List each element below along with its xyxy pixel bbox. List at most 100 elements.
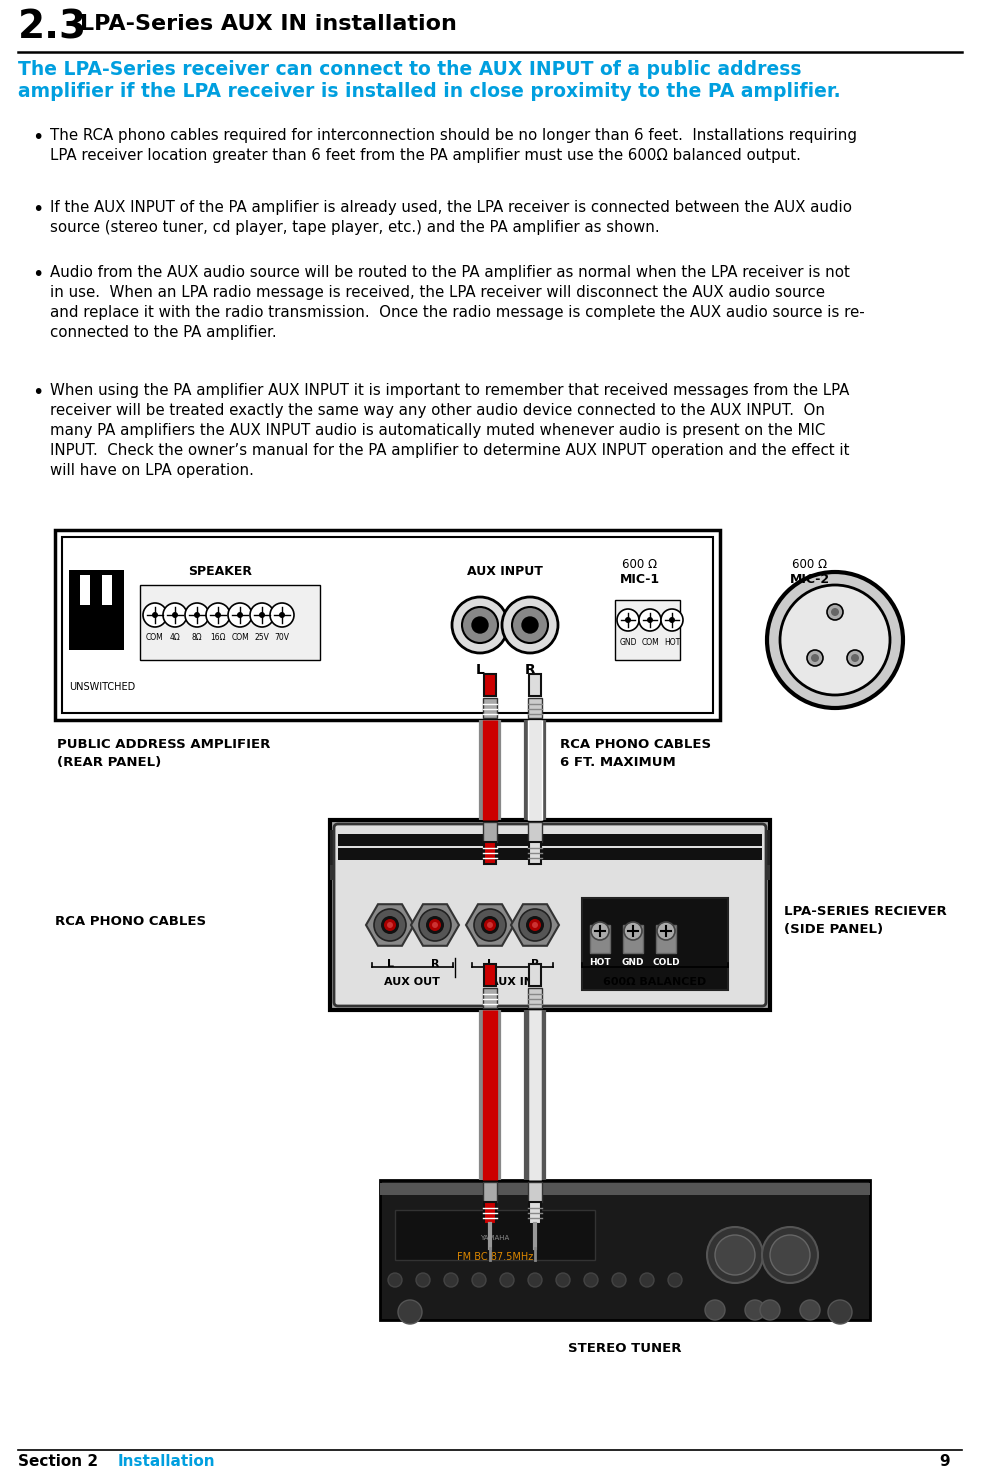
- Bar: [529, 674, 541, 696]
- Text: •: •: [32, 200, 43, 219]
- Circle shape: [374, 909, 406, 942]
- Circle shape: [828, 1300, 852, 1324]
- Text: Installation: Installation: [118, 1454, 215, 1469]
- Circle shape: [639, 610, 661, 632]
- Circle shape: [250, 602, 274, 627]
- Circle shape: [194, 613, 200, 618]
- Circle shape: [612, 1274, 626, 1287]
- Circle shape: [206, 602, 230, 627]
- Text: When using the PA amplifier AUX INPUT it is important to remember that received : When using the PA amplifier AUX INPUT it…: [50, 383, 849, 479]
- Text: (REAR PANEL): (REAR PANEL): [57, 757, 161, 768]
- Bar: [529, 842, 541, 864]
- Bar: [483, 1183, 497, 1202]
- Circle shape: [215, 613, 221, 618]
- Bar: [330, 865, 770, 880]
- Circle shape: [647, 617, 653, 623]
- Text: L: L: [476, 663, 485, 677]
- Circle shape: [657, 923, 675, 940]
- Circle shape: [381, 917, 399, 934]
- Bar: [528, 698, 542, 718]
- Polygon shape: [366, 905, 414, 946]
- Circle shape: [472, 1274, 486, 1287]
- Text: 600Ω BALANCED: 600Ω BALANCED: [604, 977, 707, 987]
- FancyBboxPatch shape: [330, 820, 770, 1011]
- Text: UNSWITCHED: UNSWITCHED: [69, 682, 136, 692]
- Circle shape: [416, 1274, 430, 1287]
- Circle shape: [851, 654, 859, 663]
- Circle shape: [259, 613, 265, 618]
- Text: RCA PHONO CABLES: RCA PHONO CABLES: [560, 737, 711, 751]
- Circle shape: [624, 923, 642, 940]
- Text: GND: GND: [619, 638, 637, 646]
- Circle shape: [519, 909, 551, 942]
- Text: amplifier if the LPA receiver is installed in close proximity to the PA amplifie: amplifier if the LPA receiver is install…: [18, 82, 840, 101]
- Circle shape: [847, 649, 863, 665]
- Circle shape: [444, 1274, 458, 1287]
- Bar: [529, 964, 541, 986]
- Text: FM BC 87.5MHz: FM BC 87.5MHz: [457, 1252, 533, 1262]
- Circle shape: [617, 610, 639, 632]
- Circle shape: [472, 617, 488, 633]
- FancyBboxPatch shape: [590, 925, 610, 953]
- Circle shape: [770, 1235, 810, 1275]
- Text: 8Ω: 8Ω: [192, 633, 202, 642]
- Text: Audio from the AUX audio source will be routed to the PA amplifier as normal whe: Audio from the AUX audio source will be …: [50, 264, 865, 341]
- Bar: [380, 1183, 870, 1194]
- Text: AUX OUT: AUX OUT: [384, 977, 440, 987]
- Circle shape: [640, 1274, 654, 1287]
- Bar: [528, 1183, 542, 1202]
- Text: L: L: [487, 959, 493, 970]
- Circle shape: [388, 1274, 402, 1287]
- Circle shape: [661, 610, 683, 632]
- Bar: [484, 964, 496, 986]
- Bar: [483, 823, 497, 842]
- Polygon shape: [411, 905, 459, 946]
- Circle shape: [762, 1227, 818, 1282]
- Text: 2.3: 2.3: [18, 7, 87, 46]
- Circle shape: [800, 1300, 820, 1321]
- Text: R: R: [431, 959, 439, 970]
- FancyBboxPatch shape: [62, 538, 713, 712]
- Bar: [338, 848, 762, 859]
- Circle shape: [827, 604, 843, 620]
- Circle shape: [780, 585, 890, 695]
- Circle shape: [715, 1235, 755, 1275]
- Circle shape: [669, 617, 675, 623]
- Circle shape: [556, 1274, 570, 1287]
- Circle shape: [432, 923, 438, 928]
- Circle shape: [522, 617, 538, 633]
- FancyBboxPatch shape: [334, 824, 766, 1006]
- Text: MIC-2: MIC-2: [790, 573, 830, 586]
- Circle shape: [185, 602, 209, 627]
- Text: 9: 9: [940, 1454, 950, 1469]
- Circle shape: [526, 917, 544, 934]
- Text: COM: COM: [231, 633, 249, 642]
- Circle shape: [481, 917, 499, 934]
- Circle shape: [279, 613, 285, 618]
- Bar: [338, 834, 762, 846]
- Bar: [483, 989, 497, 1008]
- Text: MIC-1: MIC-1: [620, 573, 660, 586]
- Text: HOT: HOT: [589, 958, 610, 967]
- Bar: [528, 823, 542, 842]
- FancyBboxPatch shape: [656, 925, 676, 953]
- Circle shape: [811, 654, 819, 663]
- Text: STEREO TUNER: STEREO TUNER: [568, 1343, 682, 1354]
- Bar: [102, 574, 112, 605]
- Text: 6 FT. MAXIMUM: 6 FT. MAXIMUM: [560, 757, 675, 768]
- Bar: [484, 674, 496, 696]
- Text: COM: COM: [146, 633, 164, 642]
- Circle shape: [387, 923, 393, 928]
- Circle shape: [163, 602, 187, 627]
- Circle shape: [529, 920, 541, 931]
- Bar: [395, 1210, 595, 1260]
- Text: Section 2: Section 2: [18, 1454, 98, 1469]
- Text: R: R: [531, 959, 540, 970]
- Text: COLD: COLD: [652, 958, 680, 967]
- Text: HOT: HOT: [664, 638, 680, 646]
- Circle shape: [474, 909, 506, 942]
- Circle shape: [484, 920, 496, 931]
- Text: COM: COM: [641, 638, 659, 646]
- Bar: [140, 585, 320, 660]
- Bar: [484, 842, 496, 864]
